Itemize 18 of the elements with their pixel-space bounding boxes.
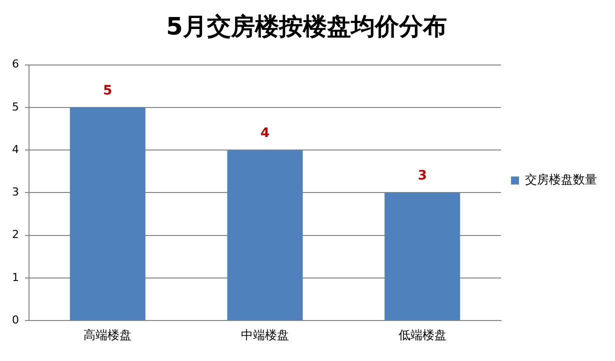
y-tick-label: 6 [12, 58, 19, 71]
chart-title: 5月交房楼按楼盘均价分布 [166, 12, 447, 41]
y-tick-label: 5 [12, 100, 19, 114]
data-label: 4 [260, 126, 270, 141]
y-tick-label: 0 [12, 313, 19, 326]
x-tick-label: 高端楼盘 [84, 328, 132, 342]
bar [384, 192, 460, 320]
y-tick-label: 3 [12, 186, 19, 199]
bar [70, 107, 146, 320]
y-tick-label: 2 [12, 228, 19, 242]
y-tick-label: 1 [12, 270, 19, 284]
y-tick-label: 4 [12, 142, 19, 156]
legend-label: 交房楼盘数量 [525, 172, 597, 187]
data-label: 5 [103, 83, 112, 98]
x-tick-label: 低端楼盘 [398, 328, 446, 342]
x-tick-label: 中端楼盘 [241, 328, 289, 342]
data-label: 3 [418, 168, 427, 184]
bar [227, 150, 303, 320]
